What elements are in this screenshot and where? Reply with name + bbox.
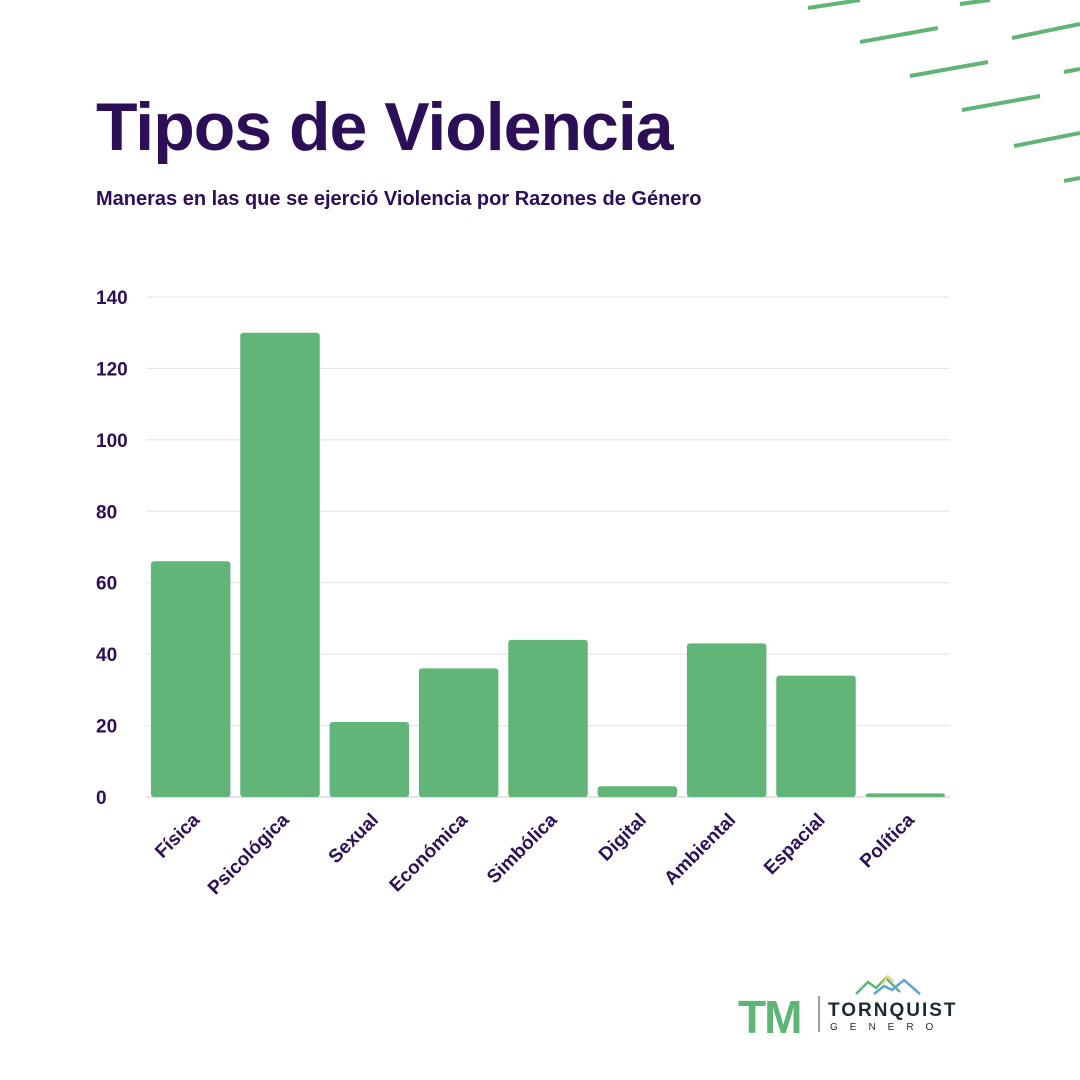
bar-económica: [418, 668, 499, 797]
logo-name: TORNQUIST: [828, 1000, 958, 1021]
x-tick-label: Psicológica: [204, 809, 294, 899]
bar-psicológica: [240, 332, 320, 797]
x-tick-label: Espacial: [760, 810, 829, 879]
y-tick-label: 0: [96, 788, 107, 809]
x-tick-label: Económica: [386, 809, 473, 896]
x-tick-label: Sexual: [325, 810, 383, 868]
chart-bars: [150, 332, 946, 797]
x-tick-label: Ambiental: [660, 810, 740, 890]
x-axis-labels: Física Psicológica Sexual Económica Simbólic…: [151, 809, 919, 899]
y-tick-label: 140: [96, 288, 128, 309]
bar-ambiental: [686, 643, 767, 797]
y-tick-label: 80: [96, 502, 117, 523]
page-subtitle: Maneras en las que se ejerció Violencia …: [96, 188, 702, 210]
x-tick-label: Física: [151, 809, 204, 862]
x-tick-label: Digital: [595, 810, 651, 866]
bar-espacial: [776, 675, 856, 797]
bar-simbólica: [508, 639, 588, 797]
page-title: Tipos de Violencia: [96, 89, 674, 165]
logo-subtitle: GENERO: [830, 1022, 946, 1033]
bar-digital: [597, 786, 678, 797]
x-tick-label: Política: [856, 809, 919, 872]
logo-divider: [818, 996, 820, 1032]
y-tick-label: 100: [96, 431, 128, 452]
logo-mark: TM: [738, 991, 802, 1043]
y-axis-ticks: 0 20 40 60 80 100 120 140: [96, 288, 128, 809]
tornquist-genero-logo: TM TORNQUIST GENERO: [736, 972, 966, 1043]
y-tick-label: 40: [96, 645, 117, 666]
bar-física: [150, 561, 231, 797]
y-tick-label: 20: [96, 717, 117, 738]
y-tick-label: 60: [96, 574, 117, 595]
y-tick-label: 120: [96, 359, 128, 380]
bar-sexual: [329, 722, 410, 797]
bar-política: [865, 793, 946, 797]
x-tick-label: Simbólica: [483, 809, 562, 888]
mountains-icon: [855, 974, 921, 995]
